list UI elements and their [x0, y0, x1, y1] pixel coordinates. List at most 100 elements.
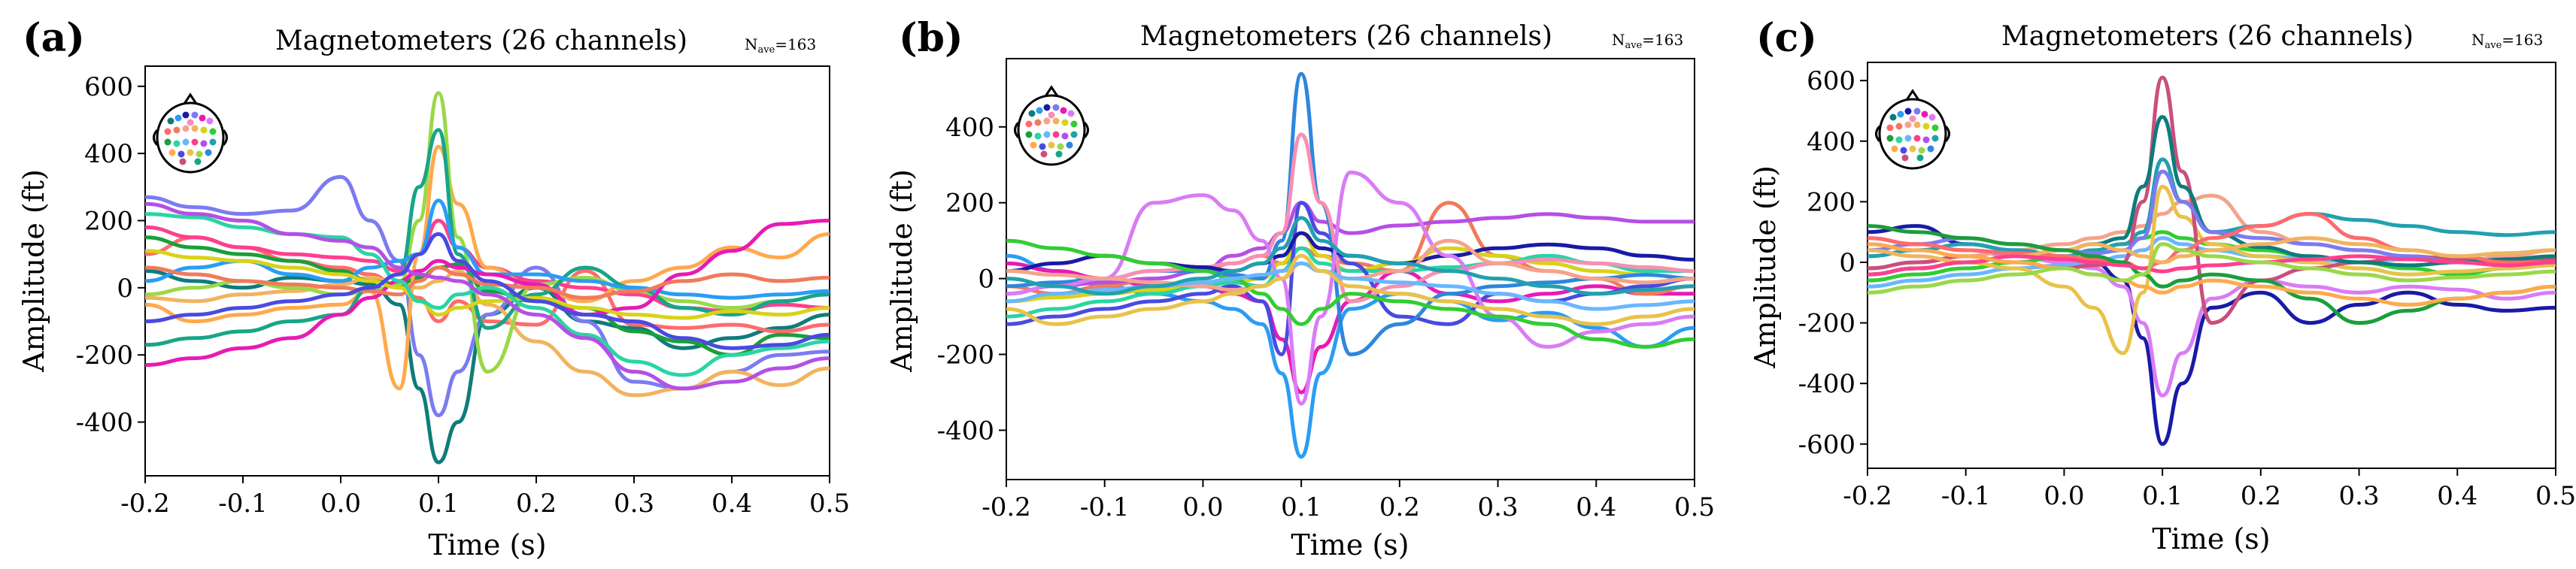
nave-value: =163 [1642, 31, 1683, 49]
nave-subscript: ave [1625, 40, 1643, 51]
x-axis-label: Time (s) [1291, 528, 1409, 561]
series-line [145, 269, 830, 398]
head-outline [1017, 94, 1086, 166]
sensor-dot [1036, 107, 1043, 114]
nave-annotation: Nave=163 [2471, 31, 2543, 51]
sensor-dot [1918, 147, 1925, 154]
sensor-dot [182, 111, 190, 119]
sensor-dot [1904, 135, 1912, 142]
sensor-dot [173, 126, 181, 134]
sensor-dot [1916, 154, 1924, 162]
sensor-dot [1922, 136, 1930, 144]
sensor-dot [200, 126, 208, 134]
sensor-head-inset [1014, 85, 1089, 166]
panel-label: (b) [899, 15, 963, 61]
x-tick-label: 0.4 [2437, 481, 2477, 511]
sensor-dot [1028, 110, 1036, 117]
sensor-dot [1061, 132, 1069, 140]
head-nose [183, 92, 198, 104]
chart-title: Magnetometers (26 channels) [1140, 21, 1552, 52]
sensor-dot [174, 114, 182, 122]
x-tick-label: 0.3 [2339, 481, 2380, 511]
panel-label: (c) [1756, 15, 1817, 61]
series-line [1006, 170, 1695, 406]
sensor-dot [177, 150, 185, 158]
x-tick-label: 0.3 [614, 489, 654, 519]
sensor-dot [1921, 110, 1928, 118]
sensor-dot [1931, 124, 1939, 132]
series-line [1868, 75, 2556, 325]
nave-label: N [745, 35, 758, 53]
y-tick-label: 400 [945, 113, 994, 143]
sensor-dot [1052, 117, 1060, 125]
y-tick-label: -200 [1798, 309, 1855, 339]
series-line [145, 128, 830, 347]
head-left-ear [1875, 125, 1881, 143]
x-tick-label: -0.2 [1843, 481, 1892, 511]
series-line [1868, 157, 2556, 259]
sensor-dot [1886, 124, 1894, 132]
sensor-dot [1891, 145, 1898, 153]
x-tick-label: -0.2 [120, 489, 170, 519]
y-tick-label: 400 [84, 139, 133, 169]
series-line [1006, 231, 1695, 304]
sensor-dot [182, 138, 190, 146]
nave-label: N [1612, 31, 1625, 49]
x-tick-label: 0.0 [1182, 492, 1223, 522]
head-nose [1905, 89, 1920, 101]
series-line [145, 265, 830, 300]
sensor-dot [167, 117, 174, 125]
y-tick-label: 200 [945, 189, 994, 219]
sensor-dot [179, 158, 187, 165]
sensor-dot [196, 150, 203, 158]
x-tick-label: 0.0 [320, 489, 361, 519]
sensor-dot [1901, 154, 1909, 162]
nave-subscript: ave [758, 44, 775, 56]
sensor-dot [205, 149, 212, 156]
series-line [145, 144, 830, 391]
series-layer [1868, 75, 2556, 446]
series-line [145, 91, 830, 374]
x-tick-label: 0.2 [2241, 481, 2281, 511]
plot-area [144, 65, 830, 477]
y-tick-label: 200 [84, 206, 133, 236]
sensor-dot [1895, 136, 1903, 144]
sensor-dot [1066, 141, 1073, 149]
x-tick-label: 0.4 [1576, 492, 1616, 522]
x-tick-label: -0.1 [218, 489, 268, 519]
y-tick-label: 600 [84, 72, 133, 102]
y-ticks: -400 -200 0 200 400 600 [76, 72, 145, 438]
sensor-dot [1913, 121, 1921, 129]
sensor-dot [1025, 131, 1033, 138]
sensor-dot [191, 138, 199, 146]
sensor-dot [1928, 113, 1936, 121]
x-axis-label: Time (s) [428, 528, 546, 561]
sensor-dot [1055, 150, 1063, 158]
nave-label: N [2471, 31, 2485, 49]
y-tick-label: -400 [937, 416, 994, 446]
y-tick-label: -200 [76, 340, 133, 371]
series-line [1006, 231, 1695, 273]
sensor-dot [1043, 104, 1051, 111]
y-ticks: -600 -400 -200 0 200 400 600 [1798, 66, 1868, 460]
series-line [145, 232, 830, 350]
sensor-dot [1043, 131, 1051, 138]
sensor-dot [209, 138, 217, 146]
x-tick-label: 0.0 [2044, 481, 2084, 511]
head-outline [1878, 98, 1947, 170]
sensor-dot [1048, 111, 1055, 119]
sensor-dot [1034, 132, 1042, 140]
x-tick-label: 0.1 [2142, 481, 2183, 511]
series-line [1006, 71, 1695, 356]
series-layer [1006, 71, 1695, 459]
x-tick-label: -0.1 [1080, 492, 1130, 522]
sensor-dot [209, 128, 217, 135]
head-right-ear [1944, 125, 1950, 143]
y-tick-label: 0 [1839, 248, 1855, 278]
sensor-dot [1034, 119, 1042, 126]
sensor-dot [1897, 110, 1904, 118]
sensor-dot [1043, 117, 1051, 125]
y-axis-label: Amplitude (ft) [885, 169, 918, 373]
series-line [145, 269, 830, 465]
